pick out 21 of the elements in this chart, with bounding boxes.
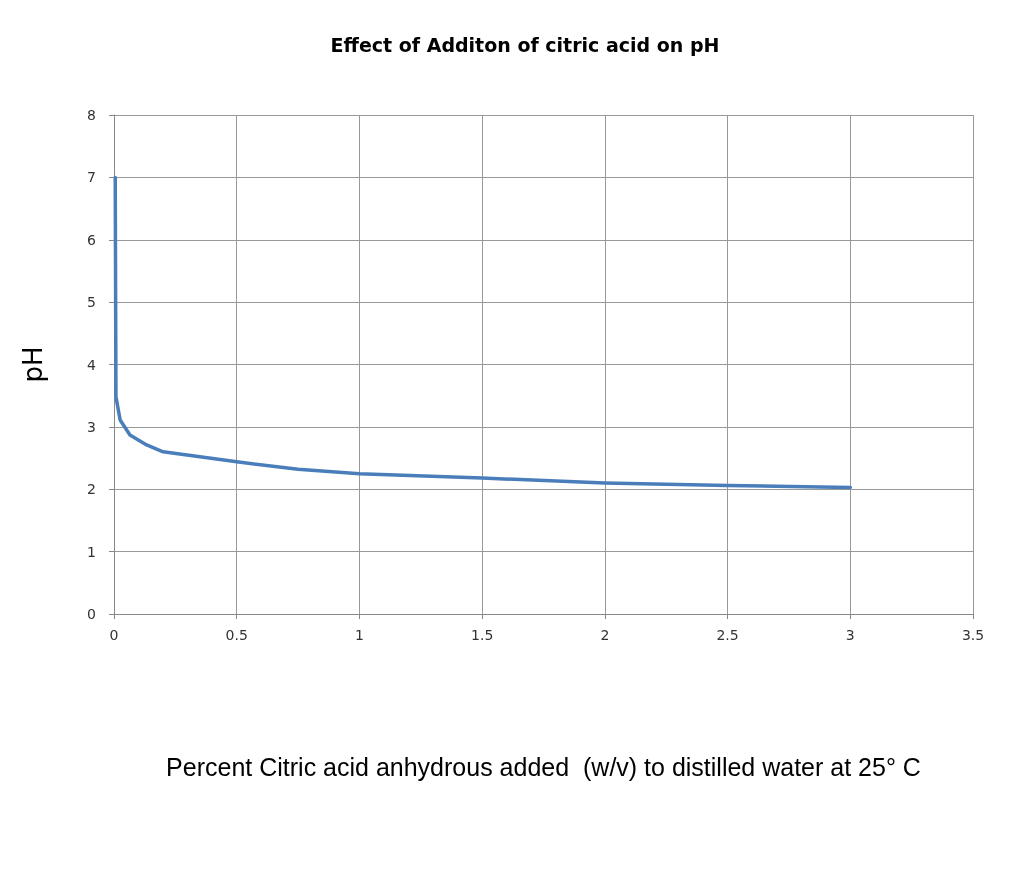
y-tick-label: 8 bbox=[87, 107, 96, 123]
x-tick-label: 2 bbox=[600, 627, 610, 643]
chart-title: Effect of Additon of citric acid on pH bbox=[330, 33, 720, 56]
y-tick-label: 5 bbox=[87, 294, 96, 311]
y-tick-label: 4 bbox=[87, 356, 97, 373]
x-tick-label: 3 bbox=[845, 627, 855, 643]
y-tick-label: 0 bbox=[87, 606, 96, 622]
x-tick-label: 1.5 bbox=[471, 627, 494, 643]
x-tick-label: 1 bbox=[354, 627, 364, 643]
y-tick-label: 6 bbox=[87, 231, 97, 248]
y-axis-title: pH bbox=[18, 346, 48, 383]
y-tick-label: 3 bbox=[87, 418, 96, 435]
x-tick-label: 0 bbox=[109, 627, 119, 643]
x-axis-title: Percent Citric acid anhydrous added (w/v) to distilled water at 25° C bbox=[166, 752, 921, 781]
y-tick-label: 2 bbox=[87, 481, 96, 498]
x-tick-label: 0.5 bbox=[225, 627, 248, 643]
y-tick-label: 7 bbox=[87, 169, 96, 186]
x-tick-label: 2.5 bbox=[716, 627, 739, 643]
x-tick-label: 3.5 bbox=[961, 627, 985, 643]
y-tick-label: 1 bbox=[87, 543, 96, 560]
line-series bbox=[113, 175, 853, 490]
